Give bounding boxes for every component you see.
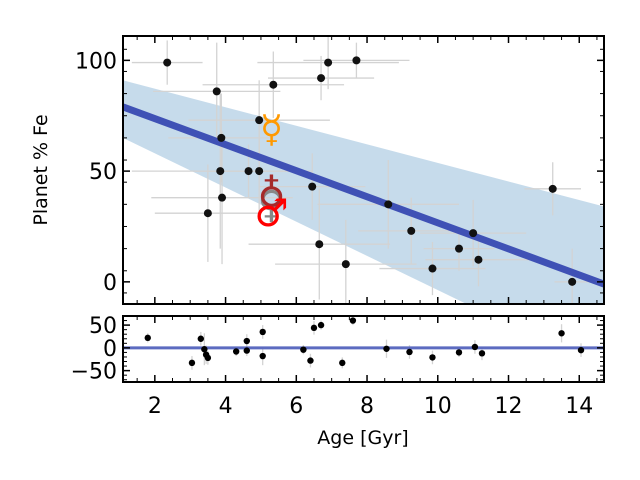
residual-frame <box>122 315 605 383</box>
residual-point <box>204 354 212 362</box>
residual-point <box>307 357 314 364</box>
residual-y-tick-labels: 50 0 −50 <box>71 314 117 385</box>
residual-point <box>188 359 196 367</box>
residual-point <box>577 346 585 354</box>
x-tick-label: 10 <box>424 394 452 419</box>
data-point <box>548 184 557 193</box>
data-point <box>269 80 278 89</box>
residual-point <box>455 349 463 356</box>
residual-point <box>144 334 151 342</box>
x-tick-label: 14 <box>565 394 593 419</box>
x-tick-label: 8 <box>360 394 374 419</box>
data-point <box>255 116 264 125</box>
venus-symbol: ♀ <box>258 182 286 226</box>
data-point <box>407 226 416 235</box>
main-panel: ☿ ♀ ♁ ♂ 0 50 100 Planet % Fe <box>30 35 605 305</box>
confidence-band <box>123 80 604 304</box>
y-tick-label: 50 <box>89 160 117 185</box>
mercury-marker: ☿ <box>260 107 283 151</box>
residual-point <box>197 335 205 342</box>
residual-point <box>406 348 413 356</box>
data-point <box>315 240 324 249</box>
residual-points <box>144 317 585 367</box>
data-point <box>212 87 221 96</box>
x-axis-label: Age [Gyr] <box>317 427 408 449</box>
residual-point <box>259 352 266 360</box>
residual-point <box>259 328 266 336</box>
y-tick-label: 0 <box>103 271 117 296</box>
venus-marker: ♀ <box>258 182 286 226</box>
residual-point <box>349 317 357 324</box>
data-point <box>218 193 227 202</box>
data-point <box>255 167 264 176</box>
residual-point <box>243 347 250 354</box>
residual-point <box>310 324 318 332</box>
data-point <box>216 167 225 176</box>
data-point <box>317 74 326 83</box>
x-tick-label: 2 <box>148 394 162 419</box>
mercury-symbol: ☿ <box>260 107 283 151</box>
residual-point <box>429 354 436 361</box>
earth-marker: ♁ <box>258 171 286 215</box>
residual-point <box>300 346 307 353</box>
main-frame <box>122 35 605 305</box>
main-ticks <box>123 36 604 304</box>
y-axis-label: Planet % Fe <box>30 114 52 225</box>
y-tick-label: 100 <box>75 49 117 74</box>
data-point <box>352 56 361 65</box>
data-point <box>163 58 172 67</box>
residual-point <box>471 343 479 351</box>
residual-point <box>558 330 565 337</box>
data-point <box>454 244 463 253</box>
earth-symbol: ♁ <box>258 171 286 215</box>
residual-panel: 50 0 −50 2 4 6 8 10 12 14 Age [Gyr] <box>71 314 605 449</box>
data-point <box>384 200 393 209</box>
residual-point <box>383 345 390 352</box>
data-point <box>428 264 437 273</box>
residual-point <box>339 359 346 367</box>
y-tick-label: 0 <box>103 337 117 362</box>
data-point <box>217 133 226 142</box>
residual-point <box>478 350 486 357</box>
data-point <box>474 255 483 264</box>
data-point <box>308 182 317 191</box>
x-tick-label: 4 <box>219 394 233 419</box>
residual-point <box>232 348 240 355</box>
data-point <box>568 277 577 286</box>
data-point <box>341 260 350 269</box>
data-point <box>324 58 333 67</box>
residual-ticks <box>123 315 604 382</box>
x-tick-label: 12 <box>495 394 523 419</box>
main-y-tick-labels: 0 50 100 <box>75 49 117 295</box>
mars-marker: ♂ <box>255 191 289 235</box>
x-tick-label: 6 <box>289 394 303 419</box>
data-point <box>244 167 253 176</box>
solar-system-markers: ☿ ♀ ♁ ♂ <box>255 107 289 235</box>
data-point <box>469 229 478 238</box>
residual-point <box>201 346 208 353</box>
x-tick-labels: 2 4 6 8 10 12 14 <box>148 394 593 419</box>
residual-point <box>317 321 325 329</box>
residual-error-bars <box>147 316 582 370</box>
mars-symbol: ♂ <box>255 191 289 235</box>
y-tick-label: 50 <box>89 314 117 339</box>
data-point <box>203 209 212 218</box>
y-tick-label: −50 <box>71 360 117 385</box>
data-points <box>163 56 577 286</box>
fit-line <box>123 103 604 288</box>
residual-point <box>243 337 250 345</box>
